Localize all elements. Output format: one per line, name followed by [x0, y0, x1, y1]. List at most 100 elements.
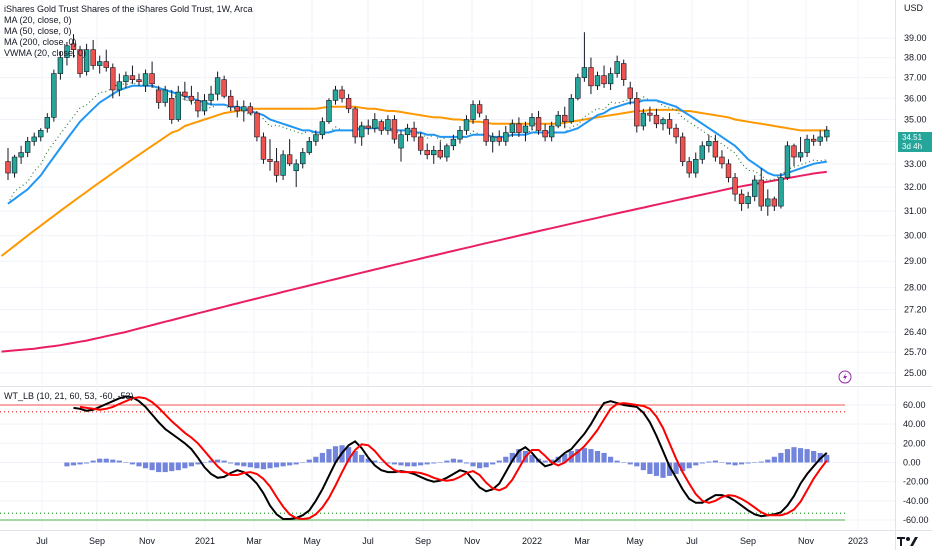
price-tick-label: 36.00 — [904, 93, 927, 103]
histogram-bar — [103, 458, 109, 463]
histogram-bar — [352, 451, 358, 463]
candle-body — [391, 119, 398, 140]
candle-body — [647, 112, 653, 116]
price-tick-label: 25.70 — [904, 347, 927, 357]
time-tick-label: Jul — [36, 536, 48, 546]
osc-tick-label: 20.00 — [903, 438, 926, 448]
candle-body — [693, 158, 699, 174]
candle-body — [457, 130, 463, 140]
candle-body — [175, 91, 181, 120]
price-tick-label: 39.00 — [904, 33, 927, 43]
candle-body — [614, 61, 620, 74]
histogram-bar — [273, 462, 280, 468]
histogram-bar — [575, 449, 581, 463]
histogram-bar — [503, 456, 509, 463]
candles — [5, 32, 830, 216]
candle-body — [254, 112, 260, 138]
histogram-bar — [444, 460, 450, 463]
histogram-bar — [319, 452, 325, 463]
histogram-bar — [326, 449, 332, 463]
time-tick-label: Jul — [362, 536, 374, 546]
legend-ma50: MA (50, close, 0) — [4, 26, 72, 36]
legend-vwma: VWMA (20, close, 0) — [4, 48, 87, 58]
candle-body — [810, 138, 817, 142]
price-axis: 39.0038.0037.0036.0035.0034.0033.0032.00… — [904, 33, 927, 378]
candle-body — [588, 67, 594, 87]
candle-body — [712, 141, 719, 158]
candle-body — [51, 73, 57, 118]
tradingview-logo-icon[interactable] — [896, 535, 926, 547]
legend-ma20: MA (20, close, 0) — [4, 15, 72, 25]
candle-body — [686, 161, 692, 174]
candle-body — [503, 132, 509, 142]
candle-body — [11, 156, 18, 174]
histogram-bar — [758, 461, 764, 463]
price-tick-label: 25.00 — [904, 368, 927, 378]
candle-body — [339, 89, 345, 99]
time-tick-label: Nov — [464, 536, 481, 546]
candle-body — [267, 158, 273, 162]
candle-body — [24, 141, 31, 153]
osc-tick-label: 0.00 — [903, 458, 921, 468]
candle-body — [653, 114, 660, 125]
candle-body — [64, 45, 70, 58]
histogram-bar — [182, 462, 188, 469]
histogram-bar — [680, 462, 686, 472]
histogram-bar — [247, 462, 253, 468]
candle-body — [352, 108, 358, 138]
histogram-bar — [110, 459, 116, 463]
histogram-bar — [208, 460, 214, 463]
candle-body — [57, 57, 64, 74]
histogram-bar — [463, 462, 470, 464]
histogram-bar — [411, 462, 417, 467]
histogram-bar — [634, 462, 640, 467]
candle-body — [260, 136, 267, 160]
time-tick-label: 2021 — [195, 536, 215, 546]
osc-tick-label: -40.00 — [903, 496, 929, 506]
candle-body — [732, 177, 738, 195]
candle-body — [372, 119, 378, 129]
histogram-bar — [450, 458, 456, 463]
price-tick-label: 31.00 — [904, 206, 927, 216]
candle-body — [489, 136, 496, 142]
price-tick-label: 32.00 — [904, 182, 927, 192]
histogram-bar — [254, 462, 260, 469]
candle-body — [575, 77, 581, 99]
price-tick-label: 29.00 — [904, 256, 927, 266]
candle-body — [195, 100, 201, 112]
ma200-series — [1, 170, 827, 353]
chart-title: iShares Gold Trust Shares of the iShares… — [4, 4, 253, 14]
histogram-bar — [431, 462, 437, 464]
histogram-bar — [418, 462, 424, 466]
candle-body — [450, 138, 457, 147]
histogram-bar — [293, 462, 299, 465]
histogram-bar — [496, 460, 502, 463]
oscillator-legend: WT_LB (10, 21, 60, 53, -60, -53) — [4, 391, 134, 401]
histogram-bar — [594, 451, 601, 463]
candle-body — [738, 193, 745, 204]
candle-body — [345, 97, 352, 110]
histogram-bar — [123, 462, 129, 463]
price-tick-label: 33.00 — [904, 159, 927, 169]
histogram-bar — [437, 462, 443, 463]
histogram-bar — [391, 462, 398, 465]
candle-body — [188, 95, 195, 101]
histogram-bar — [372, 460, 378, 463]
candle-body — [627, 87, 633, 99]
histogram-bar — [732, 462, 738, 466]
oscillator-pane — [0, 395, 845, 521]
histogram-bar — [483, 462, 489, 468]
candle-body — [417, 136, 424, 151]
histogram-bar — [804, 449, 810, 463]
histogram-bar — [228, 462, 234, 464]
histogram-bar — [365, 458, 371, 463]
histogram-bar — [581, 448, 587, 463]
time-tick-label: 2023 — [848, 536, 868, 546]
lightning-icon[interactable] — [838, 370, 852, 384]
histogram-bar — [699, 462, 705, 464]
candle-body — [706, 141, 712, 147]
time-tick-label: Mar — [246, 536, 262, 546]
candle-body — [725, 163, 732, 178]
candle-body — [784, 145, 791, 178]
